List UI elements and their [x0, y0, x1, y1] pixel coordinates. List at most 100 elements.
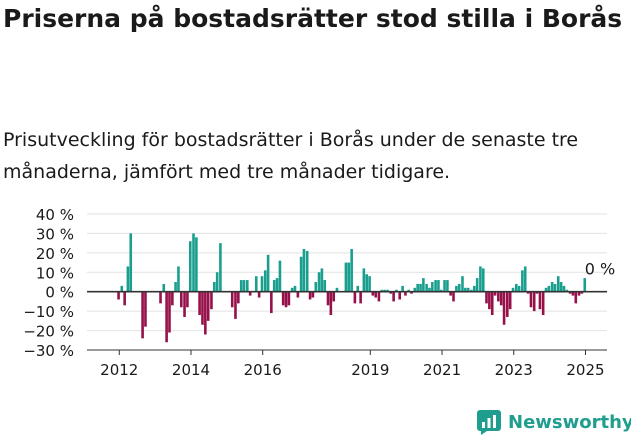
y-tick-label: 0 % — [45, 284, 74, 302]
y-tick-label: −20 % — [23, 323, 74, 341]
bar — [188, 241, 192, 292]
bar — [257, 291, 261, 298]
bar — [192, 233, 195, 292]
y-tick-label: 30 % — [36, 225, 74, 243]
bar — [201, 291, 204, 325]
bar — [380, 289, 384, 292]
bar — [538, 291, 542, 310]
bar — [461, 276, 464, 292]
bar — [329, 291, 333, 316]
bar — [449, 291, 452, 296]
bar — [383, 289, 386, 292]
bar — [326, 291, 330, 306]
bar — [347, 262, 351, 292]
bar — [386, 289, 389, 292]
bar — [159, 291, 162, 304]
bar — [547, 285, 551, 292]
bar — [479, 266, 482, 292]
bar — [488, 291, 491, 310]
bar — [550, 282, 554, 292]
bar — [523, 266, 527, 292]
bar — [242, 280, 246, 292]
bar — [431, 282, 434, 292]
bar — [413, 287, 417, 292]
bar — [470, 289, 473, 292]
bar — [490, 291, 494, 316]
bar — [353, 291, 357, 304]
bar — [299, 256, 303, 292]
bar — [535, 291, 539, 294]
bar — [290, 287, 294, 292]
chart-title: Priserna på bostadsrätter stod stilla i … — [3, 4, 623, 33]
newsworthy-logo: Newsworthy — [476, 409, 631, 435]
bar — [371, 291, 375, 296]
bar — [210, 291, 213, 310]
bar — [571, 291, 575, 296]
bar — [583, 278, 587, 292]
bar — [422, 278, 425, 292]
bar — [263, 270, 267, 292]
bar — [281, 291, 285, 306]
bar — [272, 280, 276, 292]
bar — [526, 291, 530, 294]
bar — [117, 291, 120, 300]
bar — [215, 272, 219, 292]
bar — [568, 291, 572, 294]
bar — [506, 291, 509, 317]
bar — [377, 291, 381, 302]
bar — [278, 260, 282, 292]
bar — [455, 285, 458, 292]
bar — [466, 287, 470, 292]
bar — [485, 291, 488, 304]
bar — [425, 283, 428, 292]
bar — [162, 283, 166, 292]
bar-chart: 40 %30 %20 %10 %0 %−10 %−20 %−30 %2012 20… — [23, 206, 615, 379]
bar — [517, 285, 521, 292]
x-tick-label: 2023 — [495, 361, 533, 379]
bar — [206, 291, 210, 321]
newsworthy-icon — [477, 410, 501, 435]
bar — [440, 289, 443, 292]
bar — [428, 287, 431, 292]
bar — [260, 276, 264, 292]
bar — [350, 248, 353, 292]
x-tick-label: 2012 — [100, 361, 138, 379]
bar — [493, 291, 497, 296]
bar — [177, 266, 180, 292]
y-tick-label: 10 % — [36, 264, 74, 282]
bar — [514, 283, 518, 292]
x-tick-label: 2014 — [172, 361, 210, 379]
x-tick-label: 2021 — [423, 361, 461, 379]
x-tick-label: 2025 — [566, 361, 604, 379]
bar — [320, 268, 324, 292]
bar — [443, 280, 446, 292]
bar — [317, 272, 321, 292]
bar — [499, 291, 503, 306]
bar — [168, 291, 171, 333]
bar — [446, 280, 449, 292]
latest-value-annotation: 0 % — [585, 260, 615, 279]
x-tick-label: 2016 — [244, 361, 282, 379]
bar — [464, 287, 467, 292]
bar — [532, 291, 536, 312]
bar — [213, 282, 216, 292]
bar — [204, 291, 207, 335]
bar — [246, 280, 249, 292]
bar — [174, 282, 177, 292]
brand-name: Newsworthy — [508, 411, 631, 433]
bar — [332, 291, 336, 302]
bar — [323, 280, 327, 292]
bar — [359, 291, 362, 304]
bar — [308, 291, 312, 300]
bar — [302, 248, 306, 292]
bar — [521, 270, 524, 292]
bar — [183, 291, 186, 317]
bar — [180, 291, 183, 308]
bar — [195, 237, 198, 292]
bar — [497, 291, 500, 302]
y-tick-label: 20 % — [36, 245, 74, 263]
bar — [230, 291, 234, 308]
bar — [344, 262, 348, 292]
bar — [165, 291, 168, 343]
bar — [335, 287, 339, 292]
